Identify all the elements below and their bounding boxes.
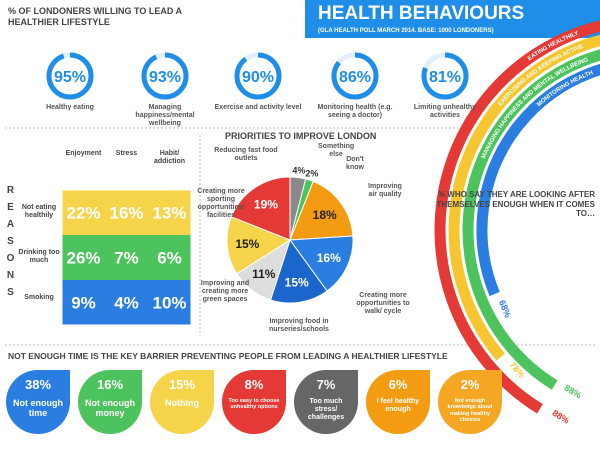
table-cell <box>62 280 105 325</box>
column-header: Stress <box>115 150 138 157</box>
page-subtitle: (GLA HEALTH POLL MARCH 2014. BASE: 1000 … <box>318 28 494 34</box>
barrier-drop <box>6 370 70 434</box>
barrier-drop <box>78 370 142 434</box>
cell-value: 9% <box>71 294 96 313</box>
ring-label: Exercise and activity level <box>214 104 302 111</box>
table-cell <box>105 190 148 235</box>
ring-value: 90% <box>242 69 274 86</box>
slice-label: Creating more opportunities to walk/ cyc… <box>356 292 410 316</box>
table-cell <box>105 280 148 325</box>
cell-value: 10% <box>152 294 186 313</box>
slice-value: 2% <box>305 168 318 178</box>
ring-label: Limiting unhealthy activities <box>413 104 477 120</box>
column-header: Enjoyment <box>65 150 102 157</box>
cell-value: 26% <box>66 249 100 268</box>
arc-value: 88% <box>563 383 584 401</box>
barrier-drop <box>438 370 502 434</box>
barrier-drop <box>294 370 358 434</box>
cell-value: 4% <box>114 294 139 313</box>
slice-label: Improving and creating more green spaces <box>200 280 250 304</box>
table-cell <box>62 190 105 235</box>
barrier-label: Too much stress/ challenges <box>307 398 345 422</box>
column-header: Habit/ addiction <box>153 150 186 166</box>
slice-value: 19% <box>254 198 278 212</box>
barrier-value: 16% <box>97 377 123 392</box>
slice-label: Reducing fast food outlets <box>214 147 278 163</box>
barrier-value: 6% <box>389 377 408 392</box>
ring-label: Managing happiness/mental wellbeing <box>135 104 195 128</box>
ring-label: Healthy eating <box>46 104 94 111</box>
cell-value: 6% <box>157 249 182 268</box>
ring-value: 95% <box>54 69 86 86</box>
table-cell <box>62 235 105 280</box>
ring-label: Monitoring health (e.g. seeing a doctor) <box>317 104 393 120</box>
ring <box>141 52 189 100</box>
barrier-value: 2% <box>461 377 480 392</box>
pie-slice <box>269 238 328 304</box>
pie-slice <box>289 235 354 292</box>
pie-slice <box>226 216 292 275</box>
barrier-value: 8% <box>245 377 264 392</box>
table-outline <box>61 189 192 326</box>
arc-bar <box>476 63 600 297</box>
barrier-label: Not enough time <box>13 398 63 419</box>
arc-title: % WHO SAY THEY ARE LOOKING AFTER THEMSEL… <box>436 190 595 219</box>
reasons-label: REASONS <box>5 185 16 304</box>
arc-bar <box>448 34 600 361</box>
ring <box>331 52 379 100</box>
slice-value: 16% <box>317 251 341 265</box>
cell-value: 7% <box>114 249 139 268</box>
barrier-label: Not enough knowledge about making health… <box>447 398 493 423</box>
section-title: % OF LONDONERS WILLING TO LEAD A HEALTHI… <box>8 6 182 27</box>
row-header: Drinking too much <box>18 249 60 265</box>
row-header: Smoking <box>24 294 54 301</box>
barrier-label: Not enough money <box>85 398 135 419</box>
slice-value: 15% <box>235 237 259 251</box>
pie-slice <box>230 176 291 241</box>
barrier-drop <box>150 370 214 434</box>
header-band <box>305 0 600 38</box>
ring-value: 81% <box>429 69 461 86</box>
ring-value: 86% <box>339 69 371 86</box>
cell-value: 13% <box>152 204 186 223</box>
barrier-drop <box>366 370 430 434</box>
barrier-value: 7% <box>317 377 336 392</box>
barrier-label: Too easy to choose unhealthy options <box>228 398 280 411</box>
barrier-title: NOT ENOUGH TIME IS THE KEY BARRIER PREVE… <box>8 351 448 361</box>
ring <box>234 52 282 100</box>
ring <box>46 52 94 100</box>
barrier-label: Nothing <box>165 398 199 408</box>
arc-value: 68% <box>497 299 513 319</box>
slice-label: Improving food in nurseries/schools <box>269 318 329 334</box>
cell-value: 22% <box>66 204 100 223</box>
arc-value: 88% <box>551 408 572 426</box>
slice-label: Improving air quality <box>368 183 402 199</box>
table-cell <box>148 190 191 235</box>
table-cell <box>148 280 191 325</box>
barrier-value: 15% <box>169 377 195 392</box>
slice-label: Don't know <box>346 156 364 172</box>
slice-label: Creating more sporting opportunities/ fa… <box>197 188 245 220</box>
pie-slice <box>289 180 354 241</box>
arc-bar <box>434 20 600 414</box>
slice-value: 18% <box>313 208 337 222</box>
barrier-drop <box>222 370 286 434</box>
arc-bar <box>462 49 600 390</box>
row-header: Not eating healthily <box>21 204 57 220</box>
barrier-label: I feel healthy enough <box>376 398 420 414</box>
table-cell <box>148 235 191 280</box>
barrier-value: 38% <box>25 377 51 392</box>
ring-value: 93% <box>149 69 181 86</box>
slice-label: Something else <box>318 143 355 159</box>
slice-value: 4% <box>292 166 305 176</box>
slice-value: 11% <box>252 267 276 281</box>
page-title: HEALTH BEHAVIOURS <box>318 3 524 24</box>
cell-value: 16% <box>109 204 143 223</box>
ring <box>421 52 469 100</box>
table-cell <box>105 235 148 280</box>
slice-value: 15% <box>285 275 309 289</box>
pie-title: PRIORITIES TO IMPROVE LONDON <box>225 131 377 141</box>
